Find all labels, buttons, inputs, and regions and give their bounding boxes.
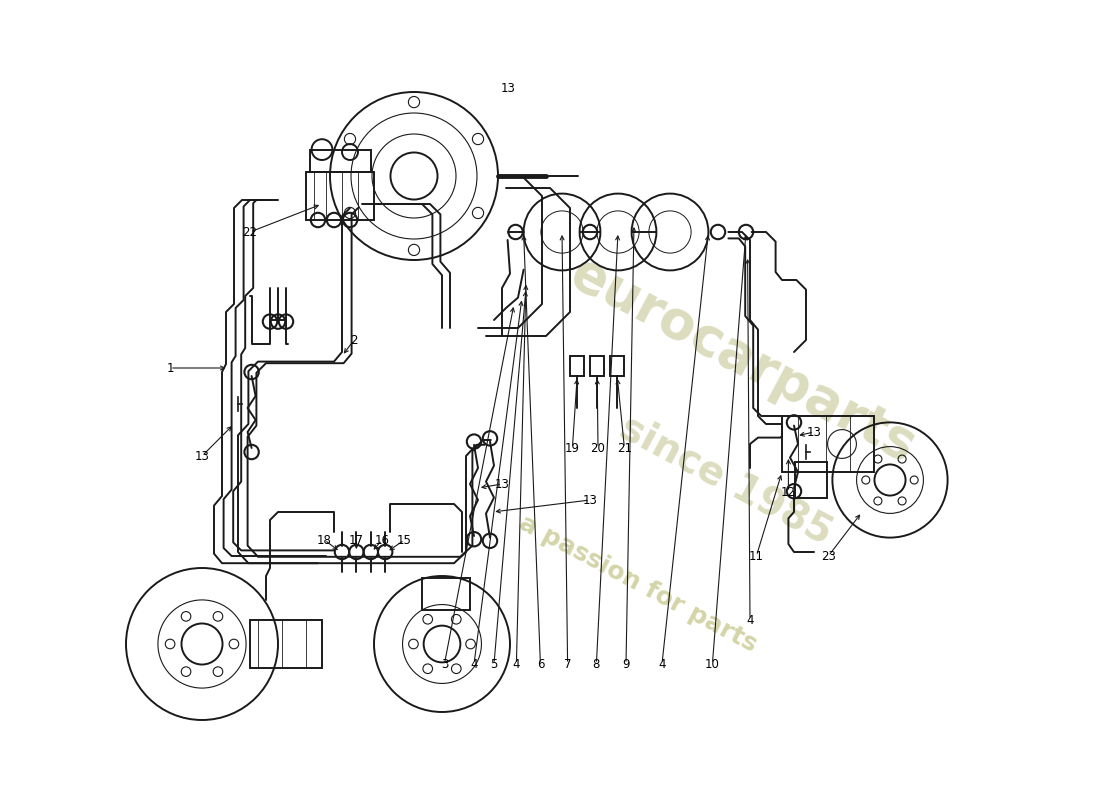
- Text: 4: 4: [658, 658, 666, 670]
- Bar: [794, 462, 826, 498]
- Bar: [610, 356, 625, 376]
- Text: 15: 15: [397, 534, 411, 546]
- Bar: [250, 620, 322, 668]
- Text: 22: 22: [242, 226, 257, 238]
- Text: 8: 8: [593, 658, 601, 670]
- Bar: [590, 356, 604, 376]
- Text: 3: 3: [441, 658, 448, 670]
- Text: 9: 9: [623, 658, 629, 670]
- Text: since 1985: since 1985: [614, 408, 838, 552]
- Text: 2: 2: [350, 334, 358, 346]
- Text: a passion for parts: a passion for parts: [515, 511, 761, 657]
- Text: 13: 13: [495, 478, 509, 490]
- Bar: [310, 150, 371, 172]
- Text: 4: 4: [746, 614, 754, 626]
- Text: 17: 17: [349, 534, 364, 546]
- Bar: [782, 416, 874, 472]
- Text: 13: 13: [583, 494, 597, 506]
- Text: 20: 20: [591, 442, 605, 454]
- Bar: [422, 578, 470, 610]
- Text: 1: 1: [166, 362, 174, 374]
- Text: 11: 11: [749, 550, 763, 562]
- Text: 5: 5: [491, 658, 497, 670]
- Text: 18: 18: [317, 534, 332, 546]
- Text: 13: 13: [500, 82, 516, 94]
- Text: 19: 19: [565, 442, 580, 454]
- Text: 7: 7: [564, 658, 571, 670]
- Text: 13: 13: [195, 450, 209, 462]
- Text: 13: 13: [806, 426, 822, 438]
- Text: 10: 10: [705, 658, 719, 670]
- Text: 12: 12: [781, 486, 796, 498]
- Text: 21: 21: [617, 442, 631, 454]
- Bar: [570, 356, 584, 376]
- Text: 4: 4: [471, 658, 477, 670]
- Text: 23: 23: [821, 550, 836, 562]
- Bar: [306, 172, 374, 220]
- Text: 16: 16: [374, 534, 389, 546]
- Text: eurocarparts: eurocarparts: [562, 247, 925, 473]
- Text: 4: 4: [513, 658, 520, 670]
- Text: 6: 6: [537, 658, 544, 670]
